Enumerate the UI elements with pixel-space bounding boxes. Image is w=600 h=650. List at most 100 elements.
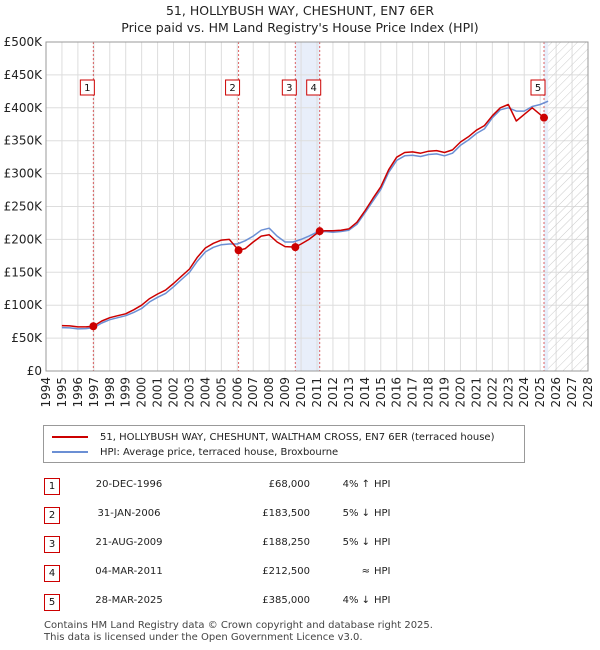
y-tick-label: £450K <box>4 68 44 82</box>
sale-hpi-relation: 4% ↑ <box>342 479 370 490</box>
x-tick-label: 2006 <box>230 377 244 408</box>
footer-licence: This data is licensed under the Open Gov… <box>44 631 363 643</box>
x-tick-label: 1994 <box>39 377 53 408</box>
sale-label-number: 5 <box>535 83 541 94</box>
sale-label-number: 3 <box>286 83 292 94</box>
sale-label-number: 4 <box>311 83 317 94</box>
sale-hpi-label: HPI <box>374 479 391 490</box>
x-tick-label: 2011 <box>310 377 324 408</box>
x-tick-label: 2026 <box>549 377 563 408</box>
y-tick-label: £50K <box>11 331 43 345</box>
sale-price: £68,000 <box>268 479 310 490</box>
chart-legend: 51, HOLLYBUSH WAY, CHESHUNT, WALTHAM CRO… <box>43 425 525 463</box>
x-tick-label: 2001 <box>151 377 165 408</box>
plot-frame <box>45 41 589 372</box>
x-tick-label: 2015 <box>374 377 388 408</box>
x-tick-label: 2014 <box>358 377 372 408</box>
sale-label-number: 2 <box>229 83 235 94</box>
sale-price: £188,250 <box>262 537 310 548</box>
sale-number: 2 <box>44 507 60 524</box>
sale-hpi-label: HPI <box>374 566 391 577</box>
x-tick-label: 2002 <box>167 377 181 408</box>
x-tick-label: 2023 <box>501 377 515 408</box>
y-tick-label: £150K <box>4 265 44 279</box>
sale-label-box <box>530 79 546 96</box>
sale-row: 5 28-MAR-2025 £385,000 4% ↓ HPI <box>44 590 444 619</box>
y-tick-label: £300K <box>4 167 44 181</box>
sale-row: 1 20-DEC-1996 £68,000 4% ↑ HPI <box>44 474 444 503</box>
sale-point <box>291 243 300 252</box>
sale-point <box>315 227 324 236</box>
x-tick-label: 2027 <box>565 377 579 408</box>
legend-label-hpi: HPI: Average price, terraced house, Brox… <box>100 446 339 458</box>
x-tick-label: 2003 <box>182 377 196 408</box>
x-tick-label: 2028 <box>581 377 595 408</box>
sale-hpi-label: HPI <box>374 508 391 519</box>
x-tick-label: 2024 <box>517 377 531 408</box>
sale-point <box>89 322 98 331</box>
sale-hpi-relation: 4% ↓ <box>342 595 370 606</box>
x-tick-label: 2000 <box>135 377 149 408</box>
y-tick-label: £250K <box>4 200 44 214</box>
sale-date: 20-DEC-1996 <box>95 479 163 490</box>
sale-date: 28-MAR-2025 <box>95 595 163 606</box>
sale-hpi-relation: 5% ↓ <box>342 508 370 519</box>
x-tick-label: 2019 <box>438 377 452 408</box>
sale-date: 21-AUG-2009 <box>95 537 163 548</box>
footer: Contains HM Land Registry data © Crown c… <box>44 620 433 643</box>
x-tick-label: 2009 <box>278 377 292 408</box>
sale-row: 4 04-MAR-2011 £212,500 ≈ HPI <box>44 561 444 590</box>
x-tick-label: 2022 <box>485 377 499 408</box>
sale-number: 1 <box>44 478 60 495</box>
sale-date: 04-MAR-2011 <box>95 566 163 577</box>
sale-label-number: 1 <box>84 83 90 94</box>
sale-label-box <box>225 79 241 96</box>
sale-price: £212,500 <box>262 566 310 577</box>
sale-point <box>234 246 243 255</box>
footer-copyright: Contains HM Land Registry data © Crown c… <box>44 620 433 631</box>
y-tick-label: £0 <box>27 364 42 378</box>
x-tick-label: 2021 <box>469 377 483 408</box>
x-tick-label: 1997 <box>87 377 101 408</box>
x-tick-label: 2005 <box>214 377 228 408</box>
sale-label-box <box>79 79 95 96</box>
x-tick-label: 2017 <box>406 377 420 408</box>
x-tick-label: 2025 <box>533 377 547 408</box>
y-tick-label: £500K <box>4 35 44 49</box>
sale-number: 4 <box>44 565 60 582</box>
x-tick-label: 1999 <box>119 377 133 408</box>
price-chart: £0 £50K £100K £150K £200K £250K £300K £350K £400… <box>4 35 595 408</box>
y-tick-label: £350K <box>4 134 44 148</box>
chart-title-line1: 51, HOLLYBUSH WAY, CHESHUNT, EN7 6ER <box>165 3 435 18</box>
legend-swatch-hpi <box>52 451 88 453</box>
legend-item-hpi: HPI: Average price, terraced house, Brox… <box>52 445 338 459</box>
sale-hpi-label: HPI <box>374 595 391 606</box>
x-tick-label: 2018 <box>422 377 436 408</box>
x-tick-label: 2008 <box>262 377 276 408</box>
x-tick-label: 1998 <box>103 377 117 408</box>
y-tick-label: £400K <box>4 101 44 115</box>
y-tick-label: £200K <box>4 232 44 246</box>
chart-title-line2: Price paid vs. HM Land Registry's House … <box>121 20 479 35</box>
x-tick-label: 2012 <box>326 377 340 408</box>
sale-hpi-label: HPI <box>374 537 391 548</box>
sale-row: 3 21-AUG-2009 £188,250 5% ↓ HPI <box>44 532 444 561</box>
sale-price: £385,000 <box>262 595 310 606</box>
x-tick-label: 1996 <box>71 377 85 408</box>
sale-number: 3 <box>44 536 60 553</box>
sales-table: 1 20-DEC-1996 £68,000 4% ↑ HPI 2 31-JAN-… <box>44 474 444 619</box>
sale-price: £183,500 <box>262 508 310 519</box>
legend-label-property: 51, HOLLYBUSH WAY, CHESHUNT, WALTHAM CRO… <box>100 431 495 443</box>
x-tick-label: 2007 <box>246 377 260 408</box>
x-tick-label: 2013 <box>342 377 356 408</box>
x-tick-label: 2010 <box>294 377 308 408</box>
x-tick-label: 1995 <box>55 377 69 408</box>
sale-row: 2 31-JAN-2006 £183,500 5% ↓ HPI <box>44 503 444 532</box>
sale-label-box <box>306 79 322 96</box>
property-series-line <box>61 103 548 328</box>
x-tick-label: 2020 <box>453 377 467 408</box>
x-tick-label: 2016 <box>390 377 404 408</box>
sale-hpi-relation: ≈ <box>361 566 370 577</box>
sale-hpi-relation: 5% ↓ <box>342 537 370 548</box>
x-tick-label: 2004 <box>198 377 212 408</box>
